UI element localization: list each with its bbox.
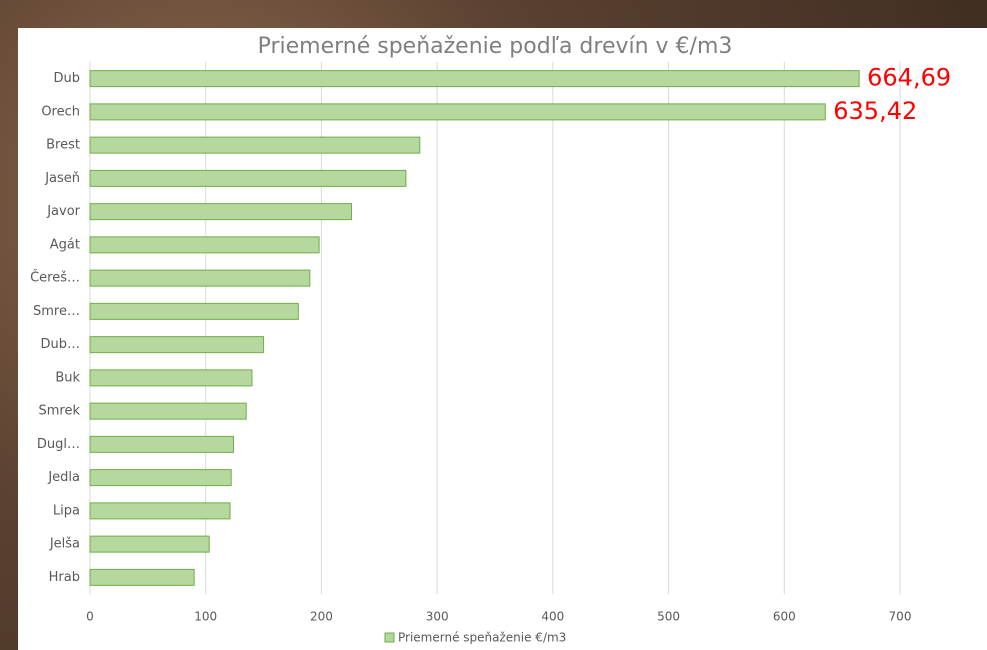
bar (89, 169, 407, 187)
y-tick-label: Jedla (47, 470, 80, 485)
y-tick-label: Smre… (33, 304, 80, 319)
bar (89, 203, 353, 221)
x-tick-label: 400 (541, 610, 564, 624)
y-tick-label: Lipa (53, 503, 80, 518)
bar (89, 435, 234, 453)
x-tick-label: 500 (657, 610, 680, 624)
bar (89, 469, 232, 487)
legend-marker (384, 632, 395, 643)
y-tick-label: Smrek (38, 404, 80, 419)
bar (89, 402, 247, 420)
y-tick-label: Hrab (49, 570, 80, 585)
bar (89, 70, 860, 88)
bar (89, 336, 265, 354)
x-tick-label: 300 (426, 610, 449, 624)
y-tick-label: Dub… (40, 337, 80, 352)
y-tick-label: Čereš… (30, 270, 80, 286)
value-label: 664,69 (867, 64, 951, 92)
y-tick-label: Jaseň (44, 171, 80, 186)
y-tick-label: Buk (55, 370, 80, 385)
bar (89, 535, 210, 553)
bar (89, 568, 195, 586)
bar (89, 302, 299, 320)
y-tick-label: Dub (53, 71, 80, 86)
x-tick-label: 0 (86, 610, 94, 624)
bar (89, 369, 253, 387)
bar (89, 269, 311, 287)
x-tick-label: 700 (889, 610, 912, 624)
value-label: 635,42 (833, 97, 917, 125)
y-tick-label: Dugl… (37, 437, 80, 452)
bar (89, 502, 231, 520)
x-tick-label: 200 (310, 610, 333, 624)
y-tick-label: Brest (46, 138, 80, 153)
bar (89, 103, 826, 121)
y-tick-label: Jelša (49, 537, 80, 552)
bar (89, 236, 320, 254)
chart-title: Priemerné speňaženie podľa drevín v €/m3 (258, 34, 733, 59)
y-tick-label: Agát (50, 237, 80, 252)
x-tick-label: 100 (194, 610, 217, 624)
y-tick-label: Javor (46, 204, 80, 219)
legend-label: Priemerné speňaženie €/m3 (398, 631, 566, 645)
x-tick-label: 600 (773, 610, 796, 624)
bar (89, 136, 421, 154)
y-tick-label: Orech (41, 104, 80, 119)
